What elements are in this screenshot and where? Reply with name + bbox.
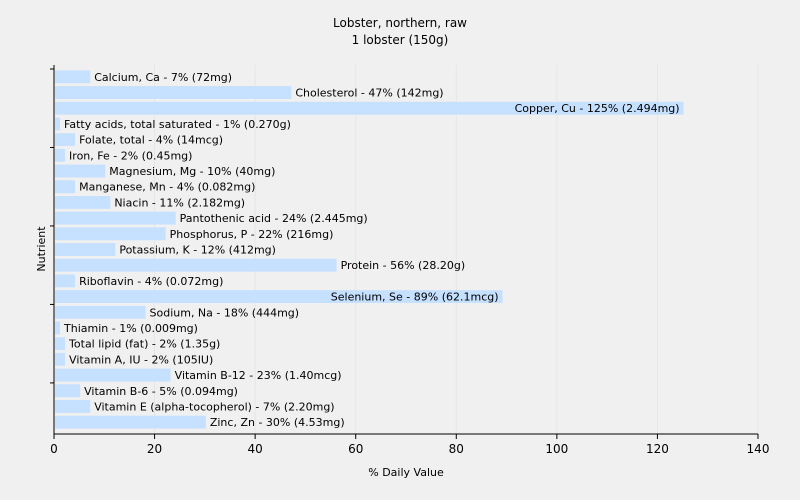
bar [55, 274, 76, 288]
x-tick-label: 40 [248, 442, 263, 456]
bar-label: Magnesium, Mg - 10% (40mg) [109, 165, 275, 178]
bar [55, 117, 61, 131]
bar [55, 415, 206, 429]
bar-label: Vitamin B-12 - 23% (1.40mcg) [175, 369, 342, 382]
bar [55, 258, 337, 272]
bar-label: Vitamin B-6 - 5% (0.094mg) [84, 385, 238, 398]
chart-subtitle: 1 lobster (150g) [352, 33, 449, 47]
bar [55, 70, 91, 84]
bar-label: Vitamin E (alpha-tocopherol) - 7% (2.20m… [94, 400, 334, 413]
chart-title: Lobster, northern, raw [333, 16, 467, 30]
bar-label: Manganese, Mn - 4% (0.082mg) [79, 181, 255, 194]
bar-label: Potassium, K - 12% (412mg) [119, 244, 276, 257]
bar [55, 133, 76, 147]
x-tick-label: 120 [646, 442, 669, 456]
bar-label: Zinc, Zn - 30% (4.53mg) [210, 416, 345, 429]
bar [55, 227, 166, 241]
bar [55, 211, 176, 225]
bar [55, 195, 111, 209]
bar [55, 321, 61, 335]
x-tick-label: 60 [348, 442, 363, 456]
y-axis-label: Nutrient [35, 226, 48, 272]
bar-label: Calcium, Ca - 7% (72mg) [94, 71, 232, 84]
bar-label: Thiamin - 1% (0.009mg) [63, 322, 198, 335]
bar [55, 164, 106, 178]
bar [55, 384, 81, 398]
bar [55, 180, 76, 194]
bar [55, 400, 91, 413]
bar [55, 305, 146, 319]
bar-label: Folate, total - 4% (14mcg) [79, 134, 223, 147]
x-tick-label: 0 [50, 442, 58, 456]
bar-label: Pantothenic acid - 24% (2.445mg) [180, 212, 368, 225]
bar-label: Cholesterol - 47% (142mg) [295, 87, 443, 100]
bar-label: Fatty acids, total saturated - 1% (0.270… [64, 118, 291, 131]
bar-label: Copper, Cu - 125% (2.494mg) [515, 102, 680, 115]
bar [55, 290, 503, 304]
x-tick-label: 140 [747, 442, 770, 456]
x-tick-label: 20 [147, 442, 162, 456]
bar-label: Vitamin A, IU - 2% (105IU) [69, 353, 213, 366]
bar [55, 86, 292, 99]
bar [55, 148, 66, 162]
bar-label: Protein - 56% (28.20g) [341, 259, 466, 272]
bar-label: Total lipid (fat) - 2% (1.35g) [68, 338, 220, 351]
plot-area: Calcium, Ca - 7% (72mg) Cholesterol - 47%… [50, 65, 769, 456]
bar [55, 368, 171, 382]
bar-label: Sodium, Na - 18% (444mg) [150, 306, 300, 319]
bar-label: Niacin - 11% (2.182mg) [114, 196, 245, 209]
bar-label: Phosphorus, P - 22% (216mg) [170, 228, 334, 241]
x-axis-label: % Daily Value [368, 466, 444, 479]
bar [55, 337, 66, 351]
bar [55, 101, 684, 115]
bar [55, 352, 66, 366]
bar-label: Selenium, Se - 89% (62.1mcg) [331, 291, 499, 304]
bar-label: Iron, Fe - 2% (0.45mg) [69, 149, 192, 162]
bar [55, 243, 116, 256]
x-tick-label: 100 [545, 442, 568, 456]
x-tick-label: 80 [449, 442, 464, 456]
bar-label: Riboflavin - 4% (0.072mg) [79, 275, 223, 288]
